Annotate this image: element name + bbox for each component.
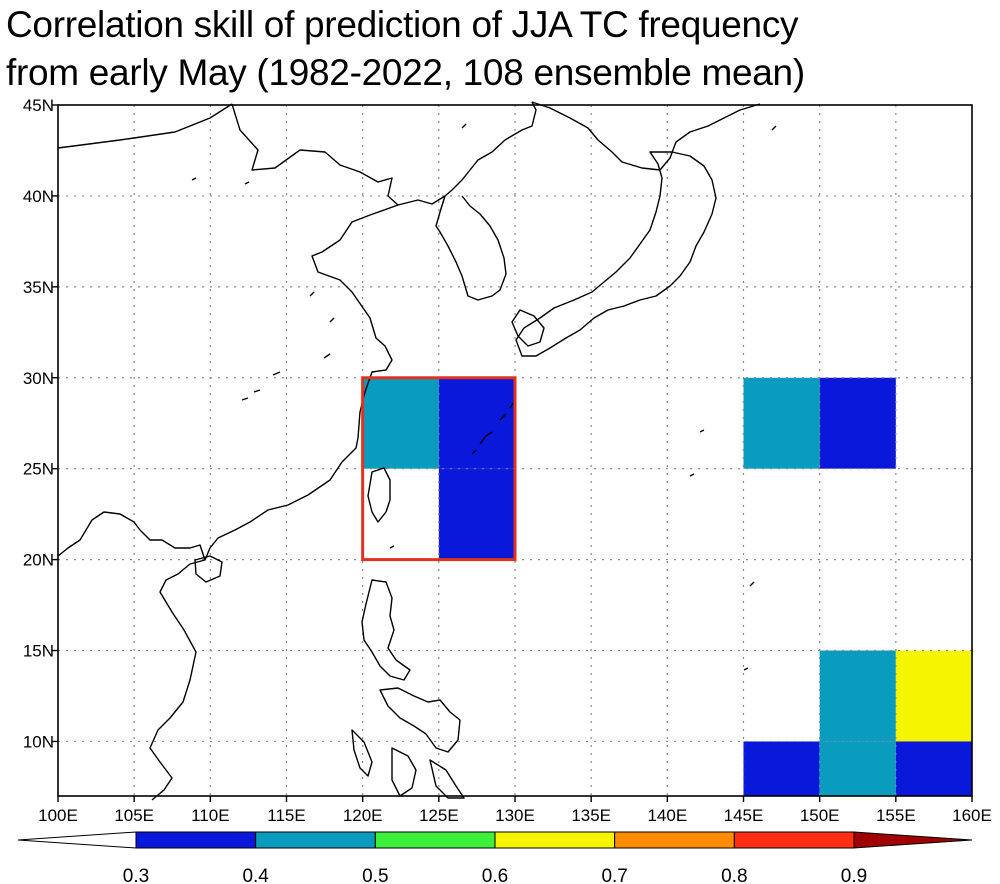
lon-tick-label: 135E [571,806,611,825]
coastline-luzon [361,579,411,681]
lat-tick-label: 10N [23,732,54,751]
coastline-hainan [194,555,223,583]
lat-tick-label: 15N [23,642,54,661]
chart-title-line-2: from early May (1982-2022, 108 ensemble … [6,52,805,93]
coastline-japan [515,151,717,357]
coastline-korea [397,101,537,301]
colorbar-segment [733,831,855,849]
correlation-cell [362,377,439,469]
coastline-ryukyu [471,401,515,455]
lon-tick-label: 130E [495,806,535,825]
region-box [361,376,517,562]
chart-title-line-1: Correlation skill of prediction of JJA T… [6,4,799,45]
correlation-cells [362,377,972,796]
lat-tick-label: 40N [23,187,54,206]
coastline-mainland [57,103,399,801]
longitude-tick-labels: 100E 105E 110E 115E 120E 125E 130E 135E 140E 145E… [38,796,992,825]
coastline-small-islands [191,123,777,671]
coastline-philippine-islands [351,687,465,799]
colorbar-segment [135,831,257,849]
colorbar-label: 0.4 [242,866,269,884]
coastline-taiwan [367,467,391,523]
colorbar-segment [614,831,735,849]
colorbar: 0.3 0.4 0.5 0.6 0.7 0.8 0.9 [17,831,973,884]
lon-tick-label: 140E [647,806,687,825]
lat-tick-label: 20N [23,551,54,570]
correlation-cell [819,377,896,469]
colorbar-label: 0.3 [123,866,149,884]
lon-tick-label: 155E [876,806,916,825]
coastline-russia-east [531,101,761,171]
correlation-cell [819,741,896,796]
lon-tick-label: 120E [343,806,383,825]
lon-tick-label: 160E [952,806,992,825]
correlation-cell [743,377,820,469]
correlation-cell [895,741,972,796]
lon-tick-label: 105E [114,806,154,825]
colorbar-label: 0.5 [362,866,388,884]
colorbar-under-triangle [17,831,137,849]
colorbar-segment [494,831,616,849]
lon-tick-label: 100E [38,806,78,825]
lat-tick-label: 25N [23,460,54,479]
colorbar-over-triangle [853,831,973,849]
lon-tick-label: 115E [267,806,305,825]
lon-tick-label: 125E [419,806,459,825]
correlation-cell [743,741,820,796]
lon-tick-label: 110E [191,806,229,825]
coastline-kyushu [511,309,545,347]
lat-tick-label: 30N [23,369,54,388]
lon-tick-label: 150E [800,806,840,825]
correlation-cell [819,650,896,742]
colorbar-label: 0.8 [721,866,747,884]
colorbar-label: 0.6 [482,866,508,884]
lat-tick-label: 35N [23,278,54,297]
lon-tick-label: 145E [724,806,764,825]
colorbar-label: 0.9 [841,866,867,884]
correlation-cell [438,377,515,469]
lat-tick-label: 45N [23,96,54,115]
correlation-cell [438,468,515,560]
latitude-tick-labels: 10N 15N 20N 25N 30N 35N 40N 45N [23,96,58,751]
colorbar-segment [374,831,496,849]
colorbar-segment [255,831,376,849]
correlation-cell [895,650,972,742]
coastlines [57,101,777,801]
colorbar-label: 0.7 [601,866,627,884]
